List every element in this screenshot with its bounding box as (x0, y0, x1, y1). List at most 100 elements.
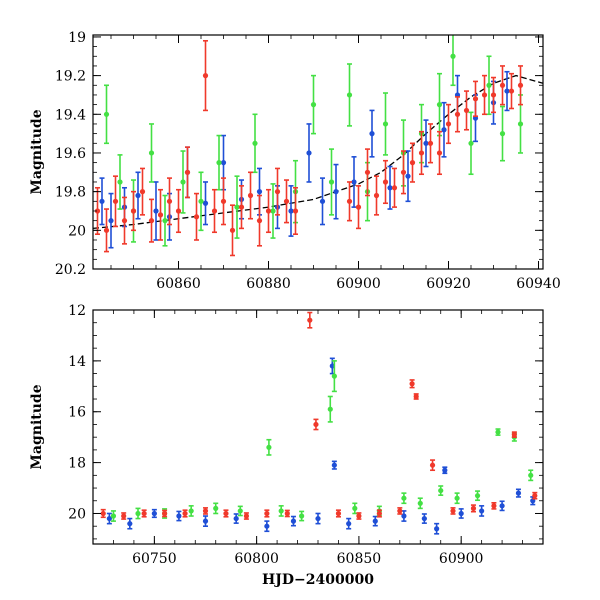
top-x-tick-label: 60900 (336, 276, 381, 292)
blue-data-point (442, 466, 448, 475)
blue-data-point (176, 510, 182, 522)
bottom-x-tick-label: 60800 (234, 551, 279, 567)
blue-data-point (387, 165, 393, 210)
blue-data-point (479, 505, 485, 517)
blue-data-point (202, 181, 209, 226)
green-data-point (110, 510, 117, 522)
green-data-point (346, 63, 353, 127)
red-data-point (445, 103, 452, 145)
red-data-point (274, 167, 281, 216)
top-y-tick-label: 19.2 (55, 69, 86, 85)
blue-data-point (315, 512, 321, 525)
red-data-point (391, 167, 398, 208)
green-data-point (454, 492, 460, 505)
top-data-layer (93, 35, 543, 257)
bottom-x-axis-label: HJD−2400000 (262, 572, 374, 588)
blue-data-point (233, 513, 239, 524)
red-data-point (409, 142, 416, 183)
green-data-point (331, 360, 337, 393)
red-data-point (112, 175, 119, 228)
red-data-point (470, 504, 477, 513)
green-data-point (198, 171, 204, 232)
red-data-point (427, 123, 434, 164)
green-data-point (352, 502, 358, 515)
red-data-point (220, 177, 227, 226)
bottom-y-tick-label: 14 (68, 354, 86, 370)
top-x-tick-label: 60920 (426, 276, 471, 292)
top-x-tick-label: 60860 (156, 276, 201, 292)
top-y-tick-label: 19.4 (55, 107, 86, 123)
blue-data-point (264, 520, 270, 533)
red-data-point (229, 204, 236, 257)
red-data-point (121, 512, 127, 520)
blue-data-point (106, 512, 112, 525)
red-data-point (472, 80, 479, 118)
top-y-tick-label: 19.8 (55, 185, 86, 201)
green-data-point (103, 84, 110, 145)
green-data-point (135, 507, 141, 520)
red-data-point (307, 311, 313, 329)
bottom-x-tick-label: 60900 (439, 551, 484, 567)
red-data-point (211, 188, 218, 234)
red-data-point (335, 509, 342, 518)
blue-data-point (153, 181, 159, 241)
red-data-point (166, 177, 173, 226)
green-data-point (474, 490, 481, 502)
green-data-point (270, 183, 276, 239)
green-data-point (499, 105, 506, 162)
green-data-point (327, 395, 333, 423)
green-data-point (148, 123, 155, 183)
bottom-x-tick-label: 60850 (337, 551, 382, 567)
green-data-point (310, 74, 317, 135)
red-data-point (364, 148, 371, 197)
red-data-point (238, 185, 245, 230)
bottom-y-tick-label: 16 (68, 405, 86, 421)
green-data-point (216, 134, 222, 191)
red-data-point (499, 65, 506, 106)
blue-data-point (108, 192, 114, 249)
green-data-point (234, 175, 240, 239)
red-data-point (141, 509, 147, 518)
red-data-point (346, 181, 353, 222)
red-data-point (532, 491, 538, 500)
blue-data-point (127, 517, 133, 530)
blue-data-point (99, 177, 105, 226)
blue-data-point (346, 517, 352, 530)
top-x-tick-label: 60940 (516, 276, 561, 292)
red-data-point (243, 512, 250, 520)
blue-data-point (306, 123, 312, 183)
green-data-point (468, 111, 474, 176)
blue-data-point (135, 171, 141, 220)
green-data-point (213, 502, 219, 515)
top-panel: 60860 60880 60900 60920 60940 19 19.2 19.4 19.6 1… (29, 30, 561, 292)
green-data-point (278, 505, 284, 517)
red-data-point (454, 96, 461, 133)
bottom-data-layer (100, 311, 538, 535)
red-data-point (481, 74, 488, 116)
red-data-point (517, 65, 524, 106)
red-data-point (247, 171, 254, 220)
red-data-point (429, 459, 436, 472)
red-data-point (450, 507, 456, 515)
bottom-y-axis-label: Magnitude (29, 384, 45, 469)
red-data-point (490, 76, 497, 114)
blue-data-point (405, 150, 411, 203)
top-x-tick-label: 60880 (246, 276, 291, 292)
red-data-point (182, 509, 188, 518)
red-data-point (130, 190, 137, 232)
blue-data-point (331, 460, 337, 470)
blue-data-point (202, 515, 209, 527)
green-data-point (188, 505, 194, 517)
top-y-tick-label: 19.6 (55, 146, 86, 162)
green-data-point (528, 469, 534, 482)
red-data-point (193, 192, 200, 241)
green-data-point (401, 492, 407, 505)
green-data-point (436, 72, 443, 137)
green-data-point (266, 438, 272, 456)
red-data-point (283, 179, 290, 224)
red-data-point (223, 509, 229, 518)
top-y-axis-label: Magnitude (29, 109, 45, 194)
red-data-point (373, 175, 380, 216)
green-data-point (237, 505, 243, 517)
